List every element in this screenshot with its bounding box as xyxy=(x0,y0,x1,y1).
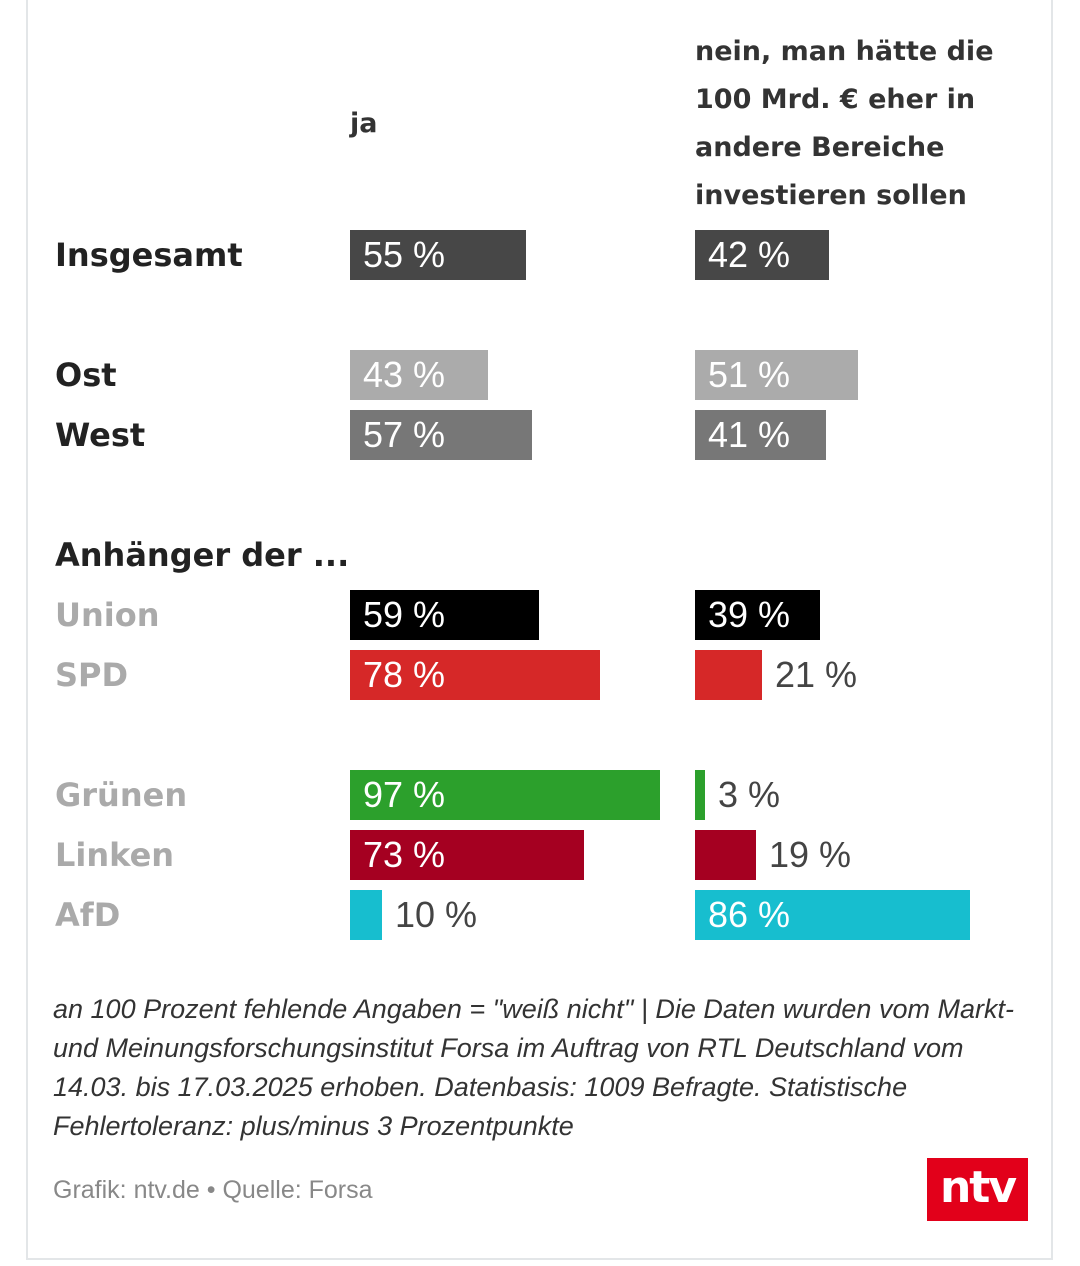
bar-nein-spd xyxy=(695,650,762,700)
value-label-nein-grünen: 3 % xyxy=(718,774,781,815)
column-header-nein: nein, man hätte die 100 Mrd. € eher in a… xyxy=(695,28,994,220)
value-label-nein-ost: 51 % xyxy=(708,354,791,395)
column-header-line: 100 Mrd. € eher in xyxy=(695,84,976,115)
bar-nein-union xyxy=(695,590,820,640)
bar-ja-west xyxy=(350,410,532,460)
row-label: Insgesamt xyxy=(55,236,243,274)
value-label-ja-afd: 10 % xyxy=(395,894,478,935)
bar-nein-afd xyxy=(695,890,970,940)
row-label: West xyxy=(55,416,146,454)
value-label-nein-union: 39 % xyxy=(708,594,791,635)
value-label-ja-west: 57 % xyxy=(363,414,446,455)
value-label-nein-insgesamt: 42 % xyxy=(708,234,791,275)
bar-nein-linken xyxy=(695,830,756,880)
bar-ja-grünen xyxy=(350,770,660,820)
row-label: Grünen xyxy=(55,776,188,814)
group-label: Anhänger der ... xyxy=(55,536,350,574)
bar-nein-insgesamt xyxy=(695,230,829,280)
value-label-ja-grünen: 97 % xyxy=(363,774,446,815)
row-label: Ost xyxy=(55,356,117,394)
ntv-logo: ntv xyxy=(927,1158,1028,1221)
value-label-ja-union: 59 % xyxy=(363,594,446,635)
bar-nein-west xyxy=(695,410,826,460)
value-label-ja-insgesamt: 55 % xyxy=(363,234,446,275)
row-label: Union xyxy=(55,596,160,634)
value-label-nein-spd: 21 % xyxy=(775,654,858,695)
bar-ja-insgesamt xyxy=(350,230,526,280)
bar-ja-ost xyxy=(350,350,488,400)
footnote: an 100 Prozent fehlende Angaben = "weiß … xyxy=(53,994,1014,1141)
value-label-ja-ost: 43 % xyxy=(363,354,446,395)
value-label-ja-spd: 78 % xyxy=(363,654,446,695)
column-header-line: nein, man hätte die xyxy=(695,36,994,67)
value-label-ja-linken: 73 % xyxy=(363,834,446,875)
column-header-line: andere Bereiche xyxy=(695,132,945,163)
row-label: Linken xyxy=(55,836,175,874)
source-credit: Grafik: ntv.de • Quelle: Forsa xyxy=(53,1176,373,1204)
row-label: SPD xyxy=(55,656,129,694)
row-label: AfD xyxy=(55,896,121,934)
bar-ja-union xyxy=(350,590,539,640)
value-label-nein-afd: 86 % xyxy=(708,894,791,935)
column-header-line: investieren sollen xyxy=(695,180,967,211)
bar-ja-linken xyxy=(350,830,584,880)
bar-nein-ost xyxy=(695,350,858,400)
value-label-nein-west: 41 % xyxy=(708,414,791,455)
chart-card xyxy=(26,0,1053,1260)
value-label-nein-linken: 19 % xyxy=(769,834,852,875)
logo-text: ntv xyxy=(939,1162,1017,1213)
bar-nein-grünen xyxy=(695,770,705,820)
column-header-ja: ja xyxy=(350,108,378,139)
bar-ja-spd xyxy=(350,650,600,700)
bar-ja-afd xyxy=(350,890,382,940)
